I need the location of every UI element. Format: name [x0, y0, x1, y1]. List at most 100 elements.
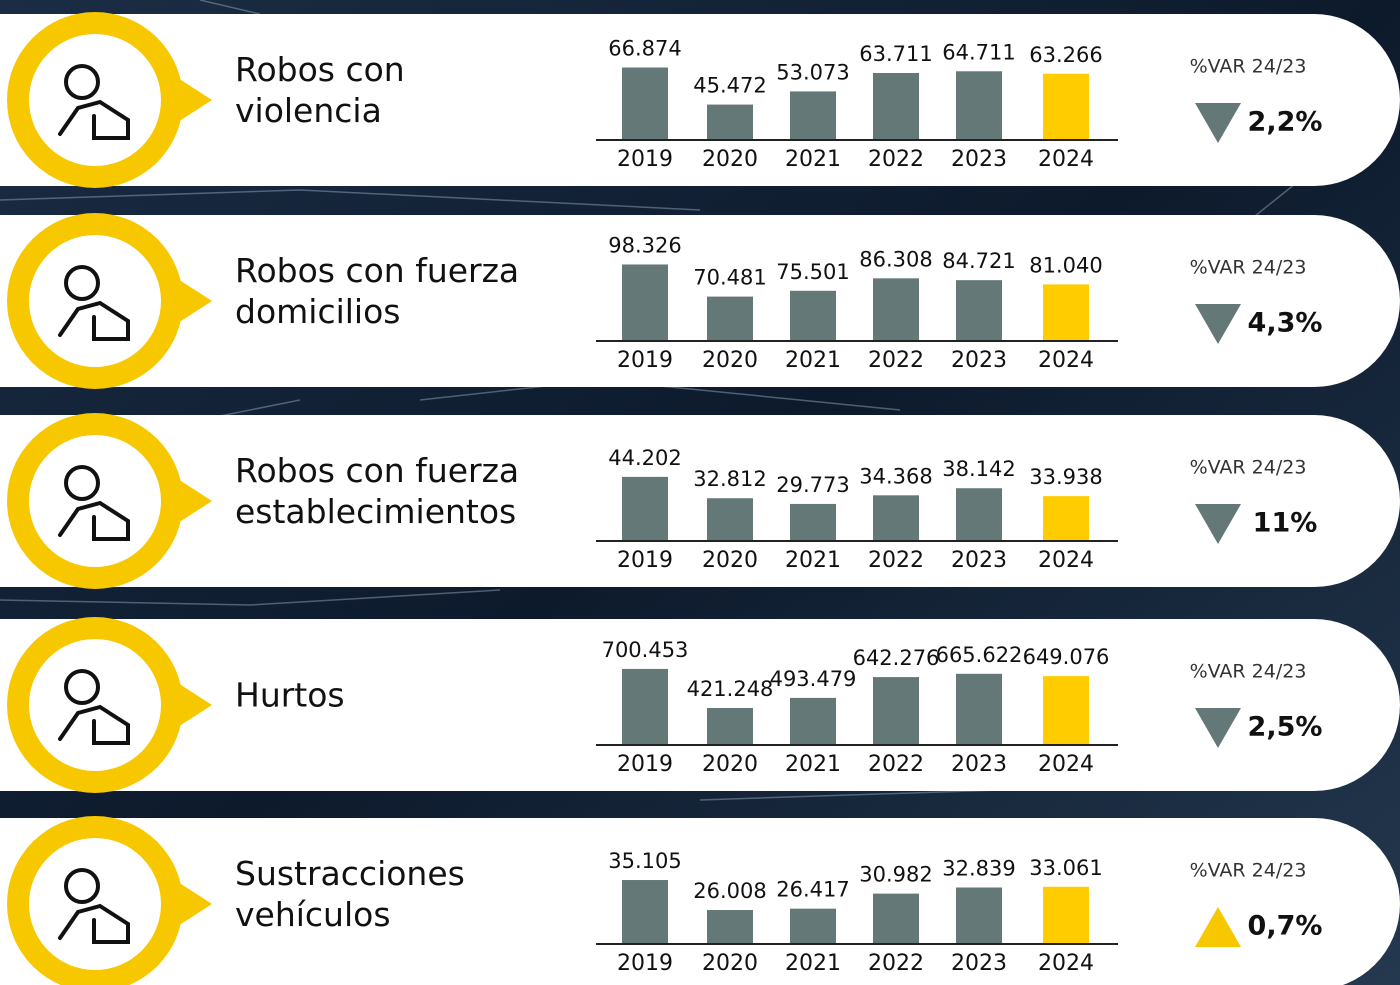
bar [622, 880, 668, 944]
x-tick-label: 2024 [1038, 348, 1094, 373]
value-label: 66.874 [608, 37, 681, 61]
category-title: establecimientos [235, 492, 516, 531]
row-panel [0, 14, 1400, 186]
bar [1043, 284, 1089, 341]
x-tick-label: 2022 [868, 548, 924, 573]
icon-body [58, 704, 130, 745]
icon-head [64, 265, 100, 301]
x-tick-label: 2023 [951, 147, 1007, 172]
category-title: domicilios [235, 292, 400, 331]
x-tick-label: 2019 [617, 752, 673, 777]
icon-disc [29, 639, 161, 771]
bar [873, 893, 919, 944]
icon-head [64, 64, 100, 100]
x-tick-label: 2021 [785, 348, 841, 373]
x-tick-label: 2024 [1038, 147, 1094, 172]
bar [1043, 73, 1089, 140]
x-tick-label: 2021 [785, 147, 841, 172]
x-tick-label: 2019 [617, 951, 673, 976]
change-caption: %VAR 24/23 [1190, 257, 1307, 279]
bar [790, 290, 836, 341]
value-label: 34.368 [859, 464, 932, 488]
x-tick-label: 2020 [702, 348, 758, 373]
bar [1043, 676, 1089, 745]
value-label: 86.308 [859, 247, 932, 271]
category-title: Hurtos [235, 676, 345, 715]
row-panel [0, 619, 1400, 791]
bar [707, 708, 753, 745]
value-label: 649.076 [1023, 645, 1110, 669]
value-label: 45.472 [693, 74, 766, 98]
bar [707, 104, 753, 140]
value-label: 38.142 [942, 457, 1015, 481]
value-label: 98.326 [608, 233, 681, 257]
bar [622, 264, 668, 341]
change-caption: %VAR 24/23 [1190, 56, 1307, 78]
icon [58, 64, 130, 140]
value-label: 35.105 [608, 849, 681, 873]
x-tick-label: 2020 [702, 147, 758, 172]
value-label: 26.417 [776, 878, 849, 902]
bar [873, 278, 919, 341]
x-tick-label: 2020 [702, 951, 758, 976]
icon-body [58, 903, 130, 944]
change-value: 2,2% [1248, 107, 1323, 138]
icon [58, 265, 130, 341]
x-tick-label: 2019 [617, 147, 673, 172]
icon-disc [29, 435, 161, 567]
category-title: Robos con fuerza [235, 251, 519, 290]
bar [873, 495, 919, 541]
icon [58, 669, 130, 745]
category-title: Sustracciones [235, 854, 465, 893]
bar [707, 910, 753, 944]
bar [622, 668, 668, 745]
value-label: 665.622 [936, 643, 1023, 667]
icon-body [58, 99, 130, 140]
value-label: 64.711 [942, 40, 1015, 64]
x-tick-label: 2022 [868, 752, 924, 777]
icon-disc [29, 838, 161, 970]
x-tick-label: 2023 [951, 548, 1007, 573]
x-tick-label: 2021 [785, 951, 841, 976]
x-tick-label: 2023 [951, 348, 1007, 373]
bar [1043, 886, 1089, 944]
icon-head [64, 465, 100, 501]
bar [873, 677, 919, 745]
change-caption: %VAR 24/23 [1190, 661, 1307, 683]
category-title: violencia [235, 91, 382, 130]
change-value: 2,5% [1248, 712, 1323, 743]
bar [707, 296, 753, 341]
bar [956, 673, 1002, 745]
icon-disc [29, 34, 161, 166]
value-label: 44.202 [608, 446, 681, 470]
value-label: 32.839 [942, 856, 1015, 880]
row-panel [0, 215, 1400, 387]
category-title: vehículos [235, 895, 391, 934]
bar [956, 887, 1002, 944]
bar [790, 91, 836, 140]
value-label: 63.711 [859, 42, 932, 66]
x-tick-label: 2020 [702, 752, 758, 777]
icon-body [58, 500, 130, 541]
bar [790, 908, 836, 944]
icon-head [64, 868, 100, 904]
value-label: 642.276 [853, 646, 940, 670]
category-title: Robos con [235, 50, 405, 89]
value-label: 81.040 [1029, 253, 1102, 277]
value-label: 421.248 [687, 677, 774, 701]
x-tick-label: 2021 [785, 548, 841, 573]
bar [790, 697, 836, 745]
value-label: 75.501 [776, 260, 849, 284]
x-tick-label: 2020 [702, 548, 758, 573]
value-label: 493.479 [770, 667, 857, 691]
x-tick-label: 2024 [1038, 752, 1094, 777]
x-tick-label: 2024 [1038, 951, 1094, 976]
bar [622, 67, 668, 140]
x-tick-label: 2024 [1038, 548, 1094, 573]
change-value: 4,3% [1248, 308, 1323, 339]
x-tick-label: 2022 [868, 147, 924, 172]
bar [790, 503, 836, 541]
value-label: 70.481 [693, 266, 766, 290]
value-label: 33.938 [1029, 465, 1102, 489]
